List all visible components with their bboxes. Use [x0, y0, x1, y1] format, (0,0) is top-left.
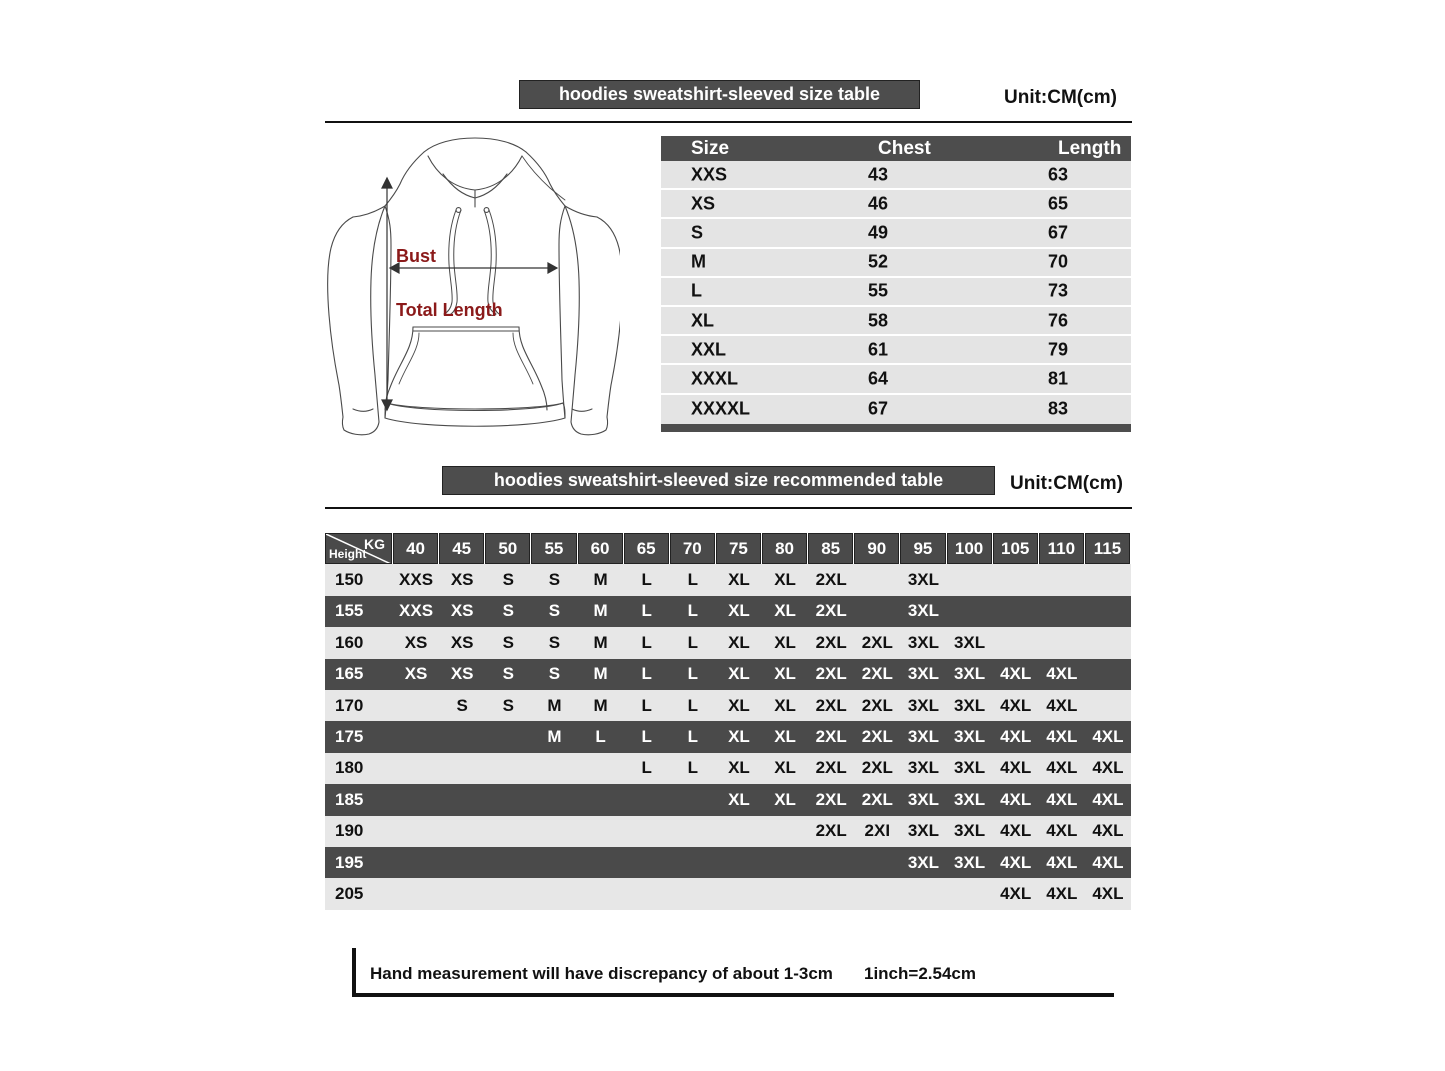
svg-text:Total Length: Total Length [396, 300, 503, 320]
svg-text:Bust: Bust [396, 246, 436, 266]
